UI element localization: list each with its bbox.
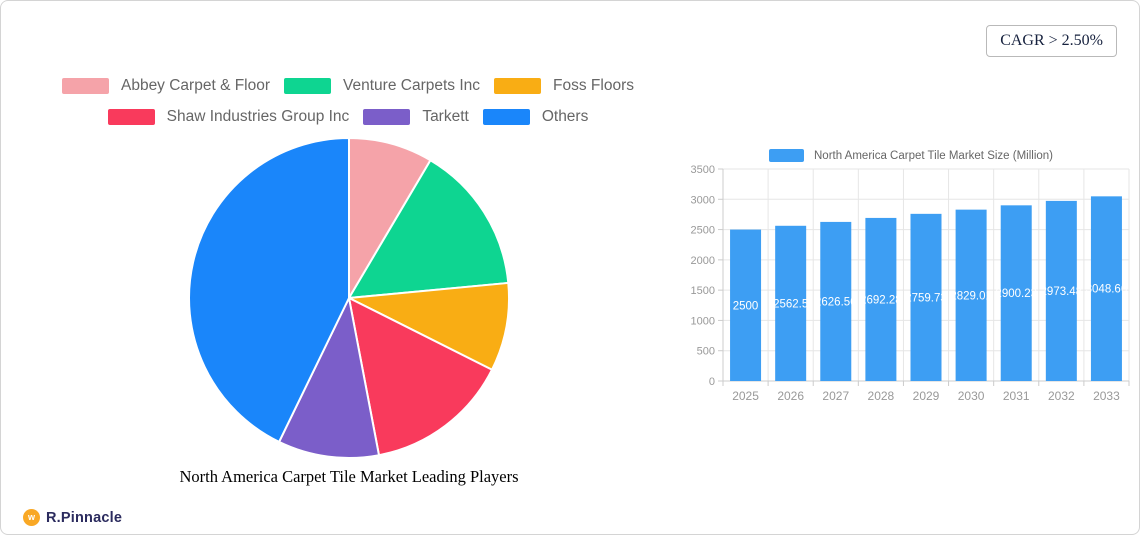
pie-chart-title: North America Carpet Tile Market Leading… bbox=[179, 467, 519, 486]
bar-legend-label: North America Carpet Tile Market Size (M… bbox=[814, 149, 1054, 162]
legend-label: Shaw Industries Group Inc bbox=[166, 108, 350, 125]
bar-value-label: 2829.01 bbox=[950, 290, 992, 302]
pie-slice-tarkett[interactable] bbox=[278, 297, 380, 460]
y-axis-tick-label: 2500 bbox=[691, 225, 715, 237]
legend-item-tarkett[interactable]: Tarkett bbox=[363, 108, 469, 126]
pie-slice-shaw-industries-group-inc[interactable] bbox=[348, 297, 494, 457]
legend-swatch bbox=[494, 78, 542, 94]
cagr-badge: CAGR > 2.50% bbox=[986, 25, 1117, 57]
brand-logo: w R.Pinnacle bbox=[23, 509, 122, 526]
y-axis-tick-label: 3000 bbox=[691, 194, 715, 206]
legend-label: Venture Carpets Inc bbox=[343, 77, 481, 94]
legend-swatch bbox=[363, 109, 411, 125]
legend-item-abbey-carpet-floor[interactable]: Abbey Carpet & Floor bbox=[61, 77, 271, 95]
bar-2026[interactable] bbox=[775, 225, 807, 381]
bar-2027[interactable] bbox=[820, 221, 852, 381]
legend-swatch bbox=[284, 78, 332, 94]
brand-name: R.Pinnacle bbox=[46, 509, 123, 526]
legend-item-others[interactable]: Others bbox=[482, 108, 589, 126]
legend-item-venture-carpets-inc[interactable]: Venture Carpets Inc bbox=[284, 77, 480, 95]
bar-2033[interactable] bbox=[1090, 196, 1122, 381]
legend-swatch bbox=[107, 109, 155, 125]
pie-slice-others[interactable] bbox=[188, 137, 350, 443]
legend-label: Tarkett bbox=[422, 108, 469, 125]
x-axis-tick-label: 2031 bbox=[1003, 389, 1030, 403]
bar-value-label: 2562.5 bbox=[773, 298, 808, 310]
legend-label: Abbey Carpet & Floor bbox=[120, 77, 271, 94]
pie-legend-row: Abbey Carpet & Floor Venture Carpets Inc F… bbox=[61, 77, 634, 95]
bar-legend-swatch bbox=[769, 149, 804, 162]
y-axis-tick-label: 0 bbox=[709, 376, 715, 388]
bar-value-label: 2900.23 bbox=[995, 288, 1037, 300]
bar-value-label: 2759.73 bbox=[905, 292, 947, 304]
pie-slice-abbey-carpet-floor[interactable] bbox=[348, 137, 432, 299]
x-axis-tick-label: 2026 bbox=[777, 389, 804, 403]
x-axis-tick-label: 2029 bbox=[913, 389, 940, 403]
bar-2032[interactable] bbox=[1045, 200, 1077, 381]
bar-value-label: 3048.66 bbox=[1086, 284, 1128, 296]
bar-value-label: 2973.48 bbox=[1041, 286, 1083, 298]
bar-2030[interactable] bbox=[955, 209, 987, 381]
x-axis-tick-label: 2032 bbox=[1048, 389, 1075, 403]
pie-slice-venture-carpets-inc[interactable] bbox=[348, 159, 510, 299]
bar-chart[interactable]: 0 500 1000 1500 2000 2500 3000 3500 2500 2025 2562… bbox=[691, 143, 1140, 413]
bar-2031[interactable] bbox=[1000, 205, 1032, 381]
y-axis-tick-label: 3500 bbox=[691, 164, 715, 176]
legend-label: Others bbox=[541, 108, 589, 125]
x-axis-tick-label: 2030 bbox=[958, 389, 985, 403]
legend-item-shaw-industries-group-inc[interactable]: Shaw Industries Group Inc bbox=[107, 108, 350, 126]
x-axis-tick-label: 2028 bbox=[868, 389, 895, 403]
pie-legend-row: Shaw Industries Group Inc Tarkett Others bbox=[107, 108, 589, 126]
pie-legend: Abbey Carpet & Floor Venture Carpets Inc F… bbox=[41, 77, 655, 126]
pie-slice-foss-floors[interactable] bbox=[348, 281, 510, 371]
bar-value-label: 2500 bbox=[733, 300, 759, 312]
legend-swatch bbox=[61, 78, 109, 94]
bar-chart-legend-item[interactable]: North America Carpet Tile Market Size (M… bbox=[769, 149, 1053, 162]
brand-logo-icon: w bbox=[23, 509, 40, 526]
bar-2028[interactable] bbox=[865, 217, 897, 381]
x-axis-tick-label: 2033 bbox=[1093, 389, 1120, 403]
legend-label: Foss Floors bbox=[553, 77, 634, 94]
cagr-label: CAGR > 2.50% bbox=[1000, 32, 1103, 49]
bar-2025[interactable] bbox=[730, 229, 762, 381]
legend-item-foss-floors[interactable]: Foss Floors bbox=[494, 77, 634, 95]
bar-value-label: 2692.28 bbox=[860, 294, 902, 306]
bar-2029[interactable] bbox=[910, 213, 942, 381]
legend-swatch bbox=[482, 109, 530, 125]
pie-chart[interactable] bbox=[181, 130, 517, 466]
bar-value-label: 2626.56 bbox=[815, 296, 857, 308]
y-axis-tick-label: 500 bbox=[697, 346, 715, 358]
x-axis-tick-label: 2025 bbox=[732, 389, 759, 403]
y-axis-tick-label: 1000 bbox=[691, 315, 715, 327]
x-axis-tick-label: 2027 bbox=[822, 389, 849, 403]
y-axis-tick-label: 2000 bbox=[691, 255, 715, 267]
y-axis-tick-label: 1500 bbox=[691, 285, 715, 297]
